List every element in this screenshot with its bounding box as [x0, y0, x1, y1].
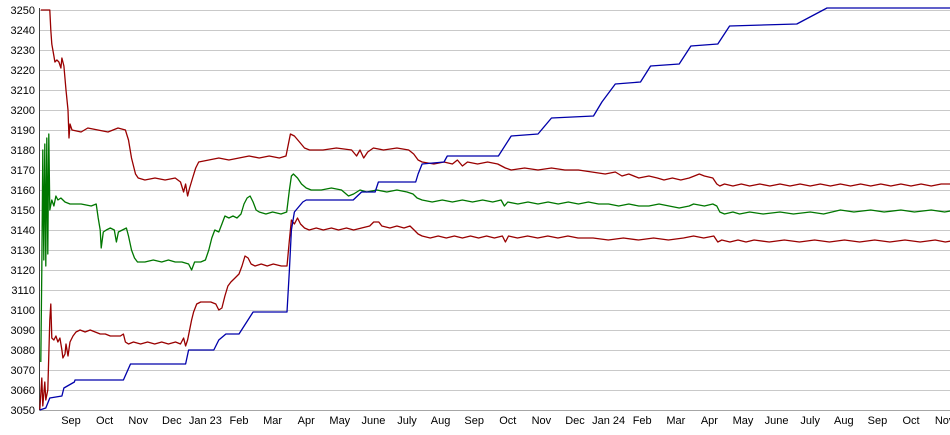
x-tick-label: Mar — [263, 415, 282, 427]
y-tick-label: 3050 — [11, 405, 35, 417]
x-tick-label: Apr — [701, 415, 718, 427]
x-tick-label: Apr — [298, 415, 315, 427]
x-tick-label: Oct — [499, 415, 516, 427]
y-tick-label: 3230 — [11, 45, 35, 57]
x-tick-label: July — [397, 415, 417, 427]
y-tick-label: 3100 — [11, 305, 35, 317]
x-tick-label: Sep — [464, 415, 484, 427]
y-tick-label: 3080 — [11, 345, 35, 357]
y-tick-label: 3180 — [11, 145, 35, 157]
y-tick-label: 3140 — [11, 225, 35, 237]
x-tick-label: Mar — [666, 415, 685, 427]
y-tick-label: 3220 — [11, 65, 35, 77]
y-tick-label: 3190 — [11, 125, 35, 137]
y-tick-label: 3240 — [11, 25, 35, 37]
series-line-red-upper — [40, 9, 950, 197]
series-line-blue — [39, 7, 950, 411]
series-line-green — [40, 133, 950, 363]
x-tick-label: June — [765, 415, 789, 427]
y-tick-label: 3170 — [11, 165, 35, 177]
x-tick-label: Oct — [902, 415, 919, 427]
x-tick-label: Jan 23 — [189, 415, 222, 427]
y-tick-label: 3160 — [11, 185, 35, 197]
x-tick-label: Dec — [565, 415, 585, 427]
y-tick-label: 3210 — [11, 85, 35, 97]
y-tick-label: 3120 — [11, 265, 35, 277]
x-tick-label: Aug — [834, 415, 854, 427]
x-tick-label: May — [733, 415, 754, 427]
x-tick-label: May — [329, 415, 350, 427]
x-tick-label: Sep — [868, 415, 888, 427]
x-tick-label: Nov — [128, 415, 148, 427]
series-line-red-lower — [39, 217, 950, 411]
x-tick-label: Nov — [935, 415, 950, 427]
x-tick-label: Aug — [431, 415, 451, 427]
x-tick-label: June — [361, 415, 385, 427]
x-tick-label: Sep — [61, 415, 81, 427]
y-tick-label: 3250 — [11, 5, 35, 17]
x-tick-label: Nov — [532, 415, 552, 427]
x-tick-label: Jan 24 — [592, 415, 625, 427]
y-tick-label: 3200 — [11, 105, 35, 117]
y-tick-label: 3070 — [11, 365, 35, 377]
y-tick-label: 3130 — [11, 245, 35, 257]
x-tick-label: Dec — [162, 415, 182, 427]
y-tick-label: 3150 — [11, 205, 35, 217]
x-tick-label: Feb — [633, 415, 652, 427]
y-tick-label: 3110 — [11, 285, 35, 297]
x-tick-label: Feb — [230, 415, 249, 427]
y-tick-label: 3090 — [11, 325, 35, 337]
x-tick-label: Oct — [96, 415, 113, 427]
x-tick-label: July — [800, 415, 820, 427]
y-tick-label: 3060 — [11, 385, 35, 397]
